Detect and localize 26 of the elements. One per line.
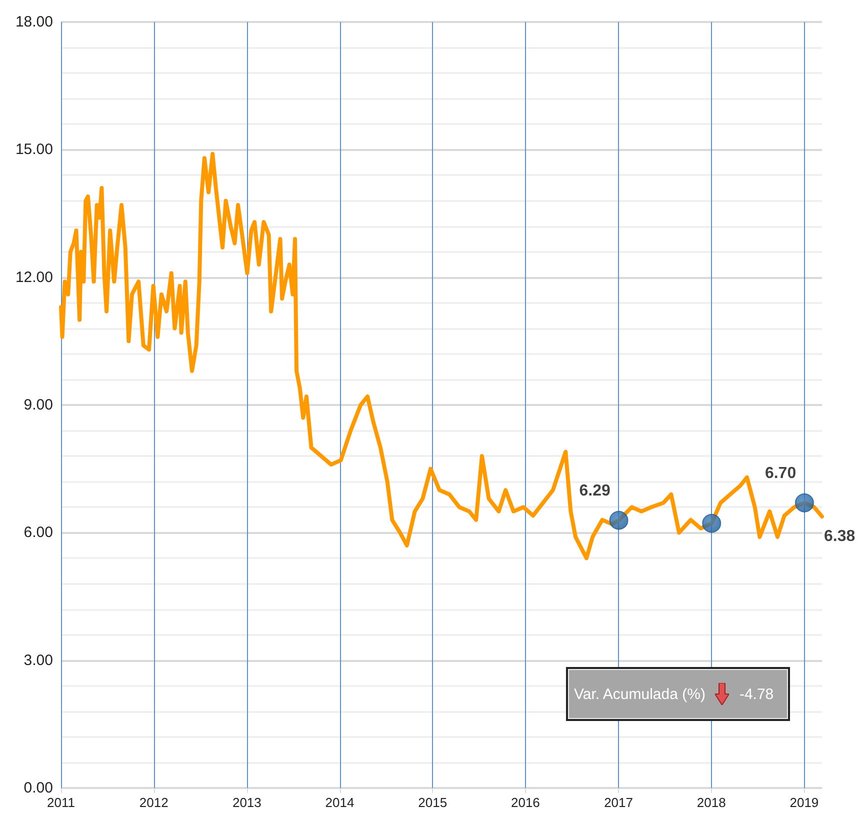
annotation: Var. Acumulada (%): [574, 686, 706, 702]
data-label: 6.29: [579, 482, 611, 500]
x-tick-label: 2015: [418, 795, 448, 810]
point: [702, 514, 722, 533]
annotation: 6.38: [824, 528, 856, 545]
y-tick-label: 6.00: [24, 524, 53, 542]
info-box: Var. Acumulada (%) -4.78: [566, 667, 790, 721]
x-tick-label: 2011: [47, 795, 75, 810]
x-tick-label: 2012: [139, 795, 168, 810]
x-tick-label: 2016: [510, 795, 540, 810]
line-series: [59, 152, 824, 560]
data-label: 6.70: [764, 464, 796, 482]
x-tick-label: 2013: [232, 795, 262, 810]
y-tick-label: 9.00: [24, 396, 53, 414]
point: [609, 510, 628, 530]
x-tick-label: 2014: [325, 795, 354, 810]
x-tick-label: 2019: [790, 795, 819, 810]
y-tick-label: 0.00: [24, 780, 53, 796]
y-tick-label: 12.00: [15, 268, 53, 286]
point: [794, 493, 814, 512]
x-tick-label: 2018: [696, 795, 726, 810]
annotation: -4.78: [739, 686, 774, 702]
y-tick-label: 18.00: [15, 14, 53, 30]
y-tick-label: 3.00: [24, 652, 53, 669]
y-tick-label: 15.00: [15, 141, 53, 158]
x-tick-label: 2017: [604, 795, 633, 810]
